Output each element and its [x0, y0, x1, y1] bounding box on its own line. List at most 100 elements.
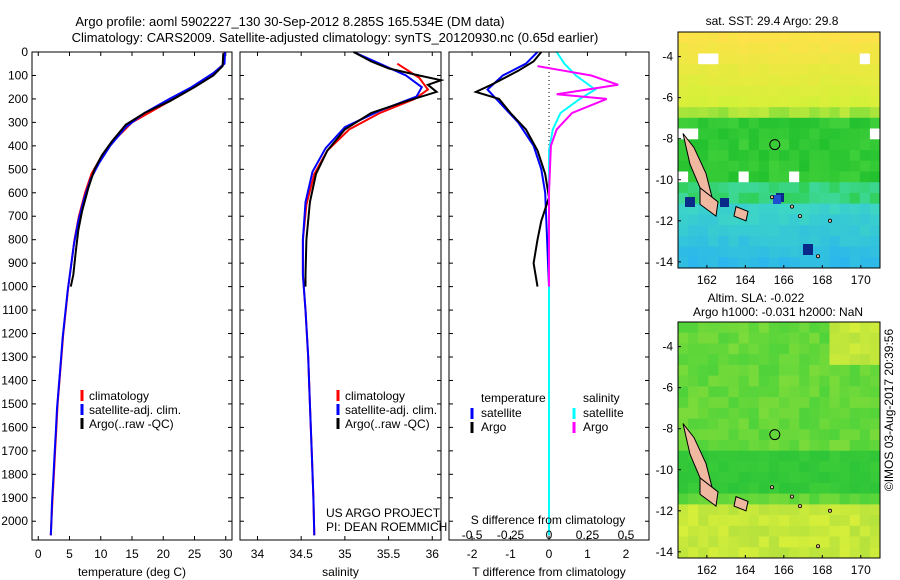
map-cell: [859, 85, 871, 97]
y-tick-label: 800: [8, 233, 28, 247]
map-cell: [829, 504, 841, 516]
map-cell: [819, 150, 830, 162]
map-cell: [839, 364, 851, 377]
sla-field: [678, 322, 881, 559]
map-cell: [859, 203, 871, 215]
map-cell: [809, 407, 820, 419]
map-cell: [869, 461, 881, 473]
map-cell: [819, 182, 830, 194]
map-cell: [688, 397, 699, 409]
map-cell: [738, 515, 750, 527]
map-cell: [789, 128, 800, 140]
map-cell: [779, 482, 790, 495]
map-cell: [849, 42, 861, 54]
map-cell: [758, 160, 770, 172]
map-cell: [698, 375, 709, 387]
map-cell: [758, 482, 770, 495]
map-cell: [688, 482, 699, 495]
map-cell: [768, 418, 780, 430]
map-cell: [678, 214, 689, 226]
map-cell: [718, 203, 729, 215]
map-cell: [678, 354, 689, 366]
map-cell: [789, 397, 800, 409]
map-cell: [869, 482, 881, 495]
map-cell: [708, 429, 719, 441]
map-cell: [758, 536, 770, 548]
map-cell: [789, 246, 800, 258]
legend-label: satellite: [583, 406, 624, 420]
map-cell: [789, 407, 800, 419]
map-cell: [688, 203, 699, 215]
series-line-0: [486, 51, 550, 536]
series-line-1: [301, 51, 424, 536]
map-cell: [809, 386, 820, 398]
map-cell: [678, 429, 689, 441]
map-cell: [809, 472, 820, 484]
axes-frame: [31, 51, 233, 541]
map-cell: [779, 450, 790, 462]
x-tick-label: -1: [505, 547, 516, 561]
map-cell: [718, 397, 729, 409]
map-cell: [829, 182, 841, 194]
x2-tick-label: 0: [546, 528, 553, 542]
map-cell: [859, 461, 871, 473]
map-cell: [748, 450, 760, 462]
map-cell: [708, 386, 719, 398]
map-cell: [849, 547, 861, 559]
map-cell: [779, 235, 790, 247]
map-cell: [829, 547, 841, 559]
map-cell: [708, 85, 719, 97]
float-position-circle-icon: [769, 139, 781, 151]
map-cell: [758, 235, 770, 247]
map-cell: [799, 257, 810, 269]
map-cell: [799, 354, 810, 366]
map-frame: [677, 31, 881, 269]
map-cell: [758, 375, 770, 387]
axes-frame: [448, 51, 650, 541]
map-cell: [758, 32, 770, 44]
map-y-tick-label: -10: [656, 173, 674, 187]
map-cell: [748, 235, 760, 247]
map-cell: [768, 482, 780, 495]
map-cell: [718, 160, 729, 172]
map-cell: [678, 493, 689, 505]
map-cell: [748, 332, 760, 344]
map-cell: [869, 117, 881, 129]
sla-map-panel: -4 -6 -8 -10 -12 -14 162 164 166 168 170 Altim. SLA…: [656, 291, 881, 577]
map-cell: [698, 150, 709, 162]
map-cell: [718, 225, 729, 237]
map-cell: [748, 203, 760, 215]
map-cell: [819, 515, 830, 527]
map-cell: [839, 235, 851, 247]
map-cell: [859, 343, 871, 355]
map-cell: [859, 397, 871, 409]
map-cell: [849, 64, 861, 76]
map-cell: [738, 225, 750, 237]
map-title: Altim. SLA: -0.022: [708, 291, 805, 305]
map-cell: [829, 214, 841, 226]
map-cell: [748, 461, 760, 473]
map-cell: [678, 482, 689, 495]
map-cell: [758, 461, 770, 473]
map-cell: [728, 418, 740, 430]
map-cell: [688, 375, 699, 387]
map-cell: [728, 64, 740, 76]
map-cell: [698, 107, 709, 119]
map-cell: [839, 515, 851, 527]
map-x-tick-label: 164: [735, 273, 755, 287]
map-cell: [678, 397, 689, 409]
map-cell: [758, 493, 770, 505]
map-cell: [728, 74, 740, 87]
map-cell: [688, 117, 699, 129]
map-cell: [799, 85, 810, 97]
map-cell: [698, 74, 709, 87]
map-cell: [809, 246, 820, 258]
map-cell: [819, 547, 830, 559]
legend-label: climatology: [89, 389, 149, 403]
map-cell: [728, 182, 740, 194]
map-cell: [688, 85, 699, 97]
map-cell: [829, 64, 841, 76]
y-tick-label: 900: [8, 256, 28, 270]
map-cell: [819, 354, 830, 366]
map-cell: [678, 246, 689, 258]
